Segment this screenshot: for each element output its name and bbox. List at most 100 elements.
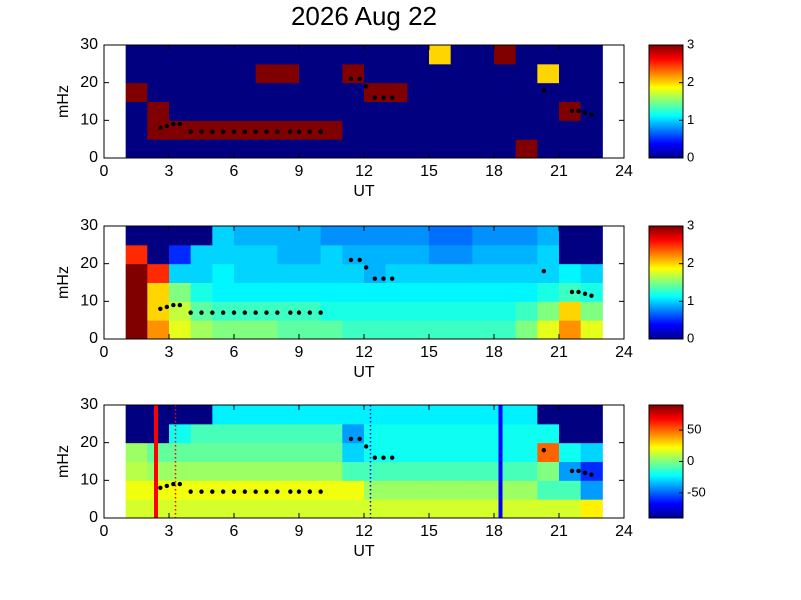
x-tick-label: 3 [165,523,174,540]
y-tick-label: 0 [89,509,98,526]
heat-cell [364,139,387,158]
heat-cell [255,423,278,444]
heat-cell [385,244,408,265]
heat-cell [147,82,170,102]
heat-cell [494,423,517,444]
heat-cell [190,405,213,425]
heat-cell [450,320,473,339]
heat-cell [429,139,452,158]
heat-cell [537,263,560,283]
heat-cell [494,139,517,158]
event-dot [389,95,395,100]
event-dot [242,489,248,494]
heat-cell [125,405,148,425]
heat-cell [429,45,452,65]
heat-cell [472,263,495,283]
heat-cell [472,320,495,339]
heat-cell [472,45,495,65]
event-dot [381,95,386,100]
heat-cell [580,301,603,321]
heat-cell [125,45,148,65]
y-tick-label: 30 [80,36,98,53]
heat-cell [299,45,322,65]
heat-cell [385,320,408,339]
heat-cell [147,301,170,321]
x-tick-label: 18 [485,523,503,540]
heat-cell [234,282,257,302]
heat-cell [494,120,517,140]
heat-cell [450,101,473,121]
event-dot [363,444,369,449]
heat-cell [364,244,387,265]
heat-cell [234,461,257,481]
heat-cell [364,423,387,444]
event-dot [188,310,193,315]
heat-cell [212,226,235,246]
event-dot [158,125,163,131]
heat-cell [515,320,538,339]
heat-cell [320,120,343,140]
heat-cell [234,405,257,425]
x-tick-label: 21 [550,344,568,361]
heat-cell [190,320,213,339]
heat-cell [364,499,387,518]
heat-cell [277,423,300,444]
heat-cell [407,82,430,102]
heat-cell [277,139,300,158]
heat-cell [320,63,343,84]
heat-cell [342,101,365,121]
heat-cell [537,120,560,140]
heat-cell [494,405,517,425]
colorbar-tick-label: 2 [687,74,694,89]
heat-cell [472,480,495,500]
heat-cell [147,499,170,518]
event-dot [357,76,362,82]
heat-cell [407,499,430,518]
heat-cell [277,442,300,462]
event-dot [177,302,183,308]
heat-cell [537,301,560,321]
event-dot [582,291,588,296]
heat-cell [407,442,430,462]
heat-cell [537,226,560,246]
heat-cell [472,101,495,121]
event-dot [164,304,170,310]
event-dot [158,485,163,491]
heat-cell [342,480,365,500]
heat-cell [385,480,408,500]
heat-cell [255,244,278,265]
heat-cell [342,45,365,65]
heat-cell [364,226,387,246]
heat-cell [190,101,213,121]
heat-cell [342,263,365,283]
heat-cell [342,282,365,302]
heat-cell [472,82,495,102]
heat-cell [147,461,170,481]
heat-cell [537,461,560,481]
event-dot [288,310,293,315]
x-tick-label: 15 [420,163,438,180]
heat-cell [364,442,387,462]
heat-cell [190,263,213,283]
heat-cell [125,282,148,302]
heat-cell [125,499,148,518]
heat-cell [407,301,430,321]
event-dot [541,88,547,93]
colorbar-tick-label: 1 [687,293,694,308]
heat-cell [277,45,300,65]
y-axis-label: mHz [55,445,72,478]
heat-cell [255,461,278,481]
heat-cell [407,63,430,84]
heat-cell [450,499,473,518]
heat-cell [450,282,473,302]
heat-cell [472,499,495,518]
x-tick-label: 21 [550,523,568,540]
heat-cell [580,244,603,265]
heat-cell [385,461,408,481]
heat-cell [190,63,213,84]
heat-cell [537,82,560,102]
heat-cell [429,82,452,102]
heat-cell [580,405,603,425]
heat-cell [147,282,170,302]
